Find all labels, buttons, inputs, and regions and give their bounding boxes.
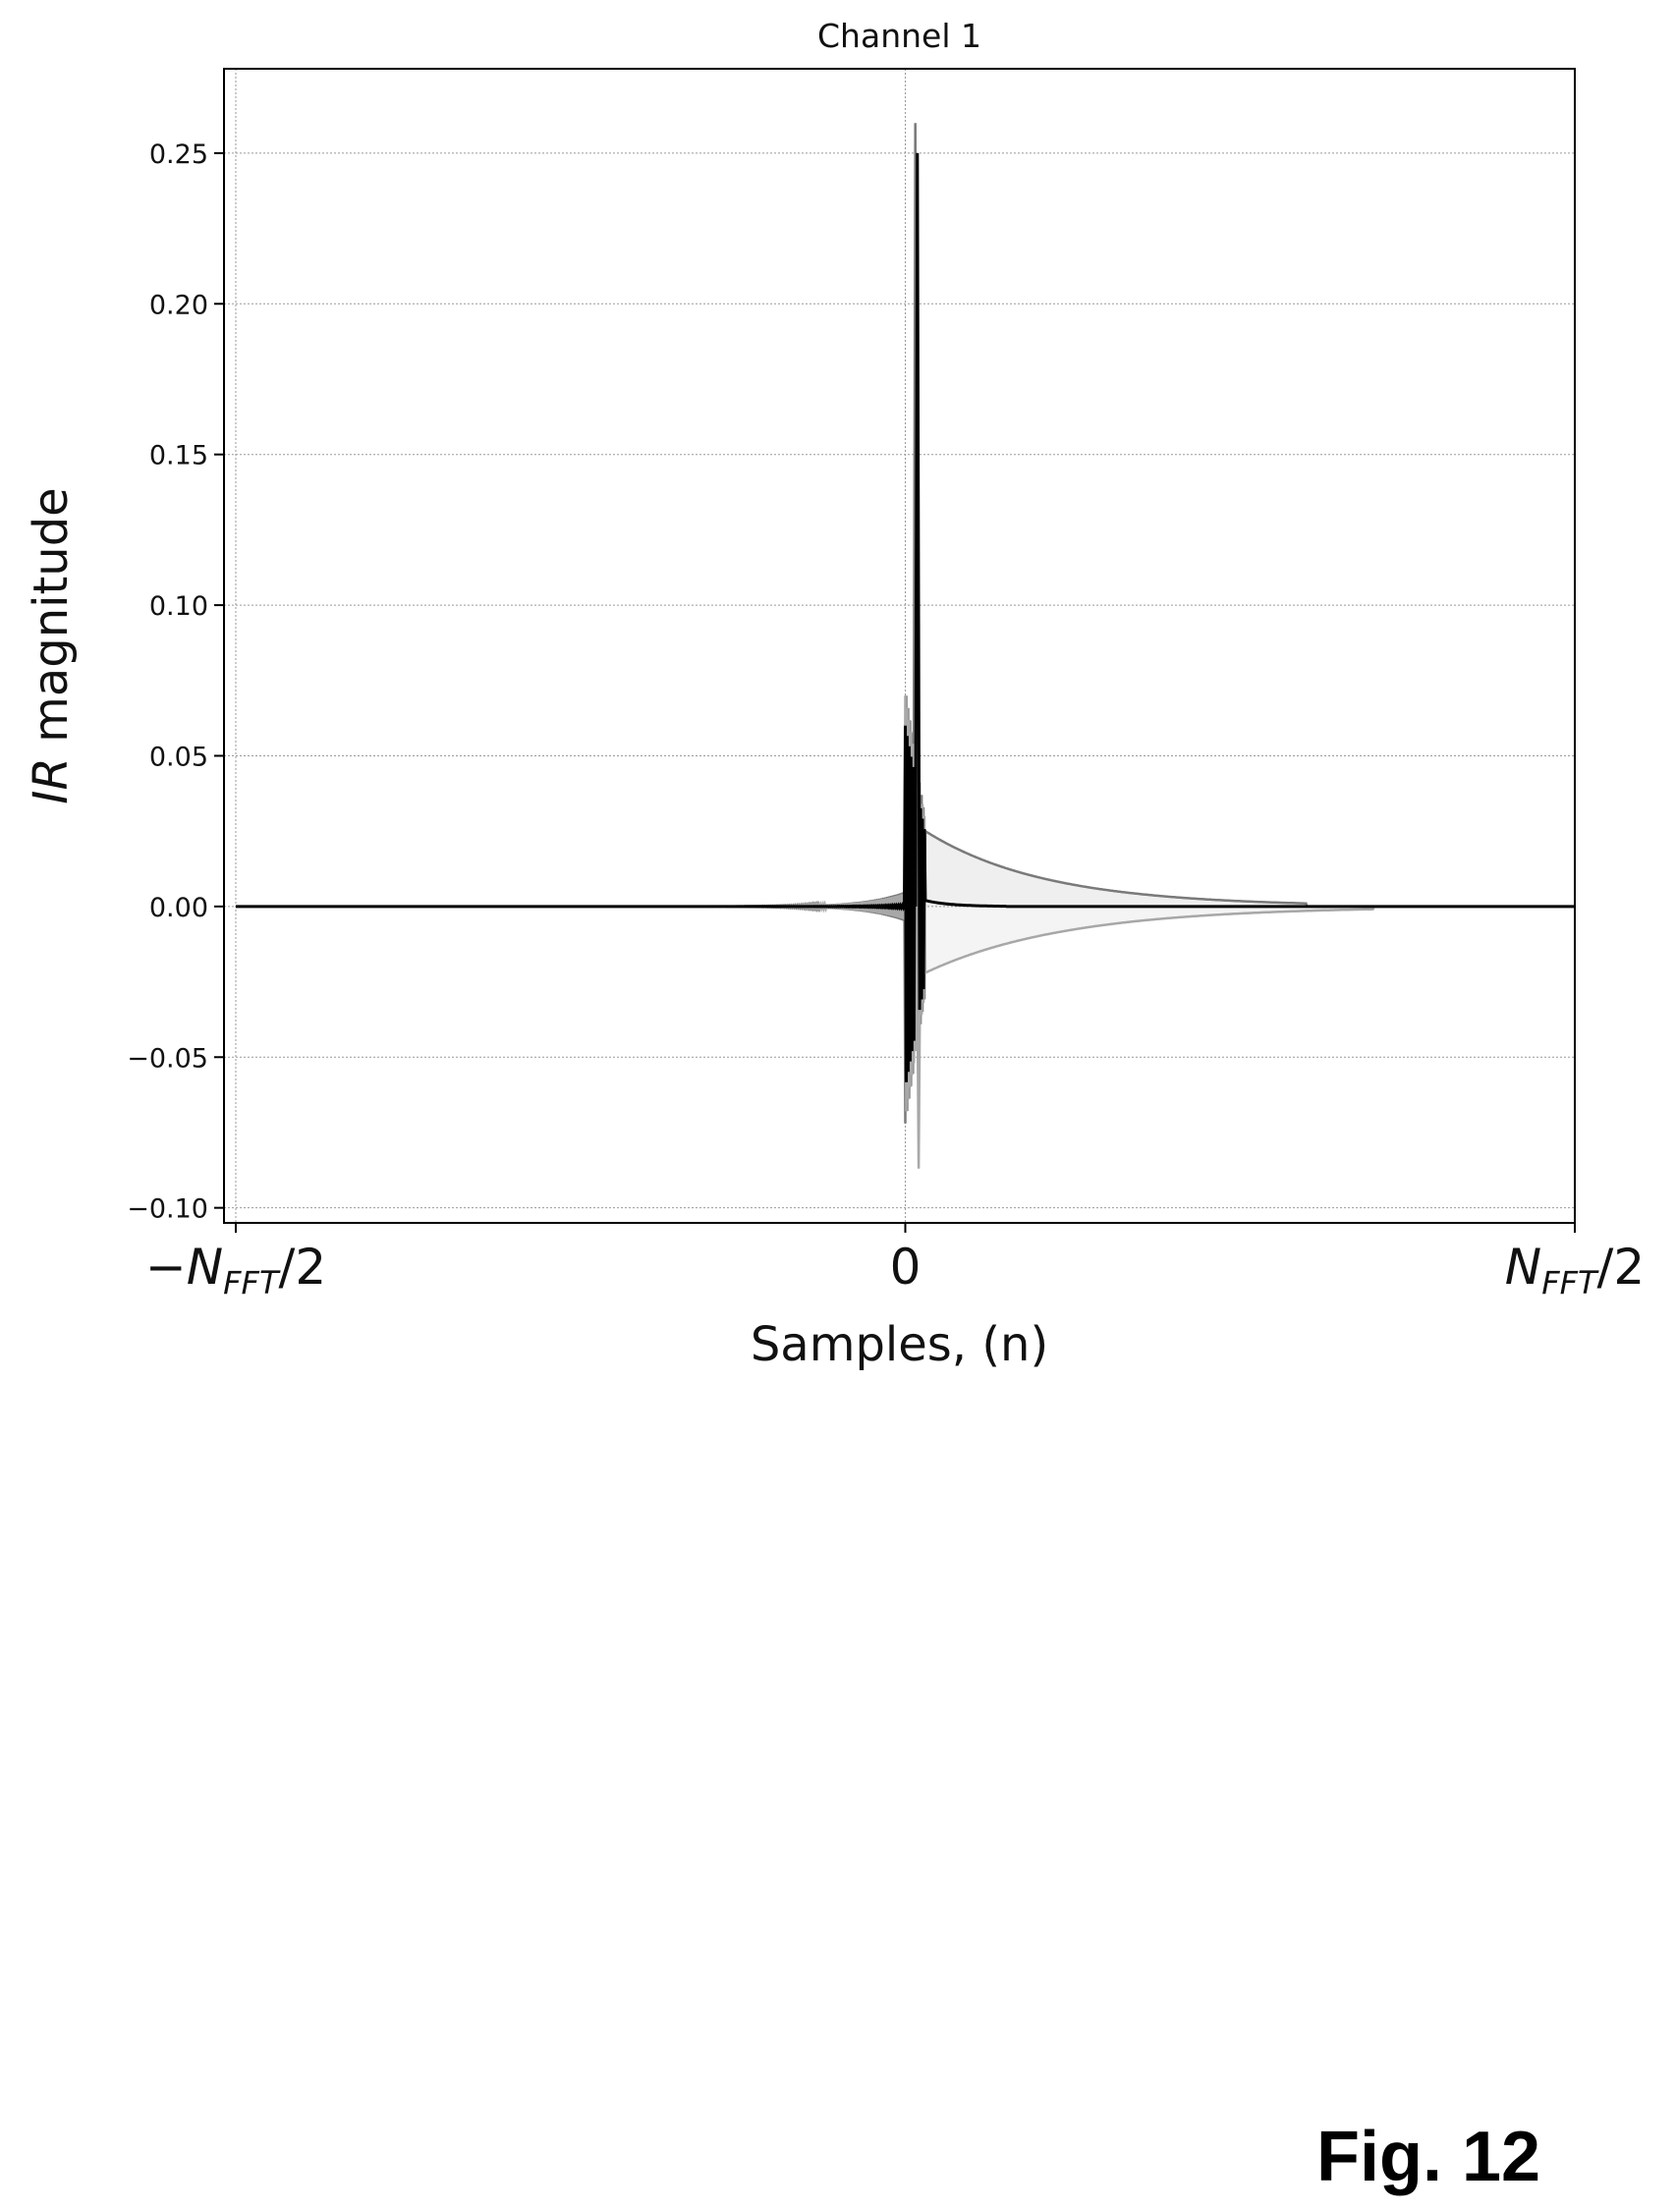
y-tick-label: −0.05 (127, 1043, 208, 1074)
series-envelope (924, 906, 1374, 973)
plot-frame (223, 68, 1576, 1224)
y-tick-label: 0.10 (149, 591, 208, 622)
x-ticks: −NFFT/2 0 NFFT/2 (145, 1223, 1645, 1301)
y-axis-label-rest: magnitude (24, 487, 79, 757)
chart-svg: 0.25 0.20 0.15 0.10 0.05 0.00 −0.05 −0.10 −NFFT… (24, 17, 1645, 1372)
series-layer (236, 123, 1575, 1169)
x-axis-label: Samples, (n) (751, 1317, 1048, 1372)
y-ticks: 0.25 0.20 0.15 0.10 0.05 0.00 −0.05 −0.10 (127, 139, 224, 1225)
x-tick-label: 0 (890, 1239, 922, 1296)
y-tick-label: 0.15 (149, 441, 208, 471)
grid-layer (224, 69, 1576, 1223)
y-tick-label: 0.25 (149, 139, 208, 170)
y-axis-label-italic: IR (24, 757, 79, 804)
series-envelope (924, 831, 1308, 907)
y-tick-label: 0.00 (149, 893, 208, 923)
y-tick-label: 0.05 (149, 742, 208, 772)
chart-figure: 0.25 0.20 0.15 0.10 0.05 0.00 −0.05 −0.10 −NFFT… (24, 17, 1645, 1372)
y-axis-label: IR magnitude (24, 487, 79, 803)
series-line (236, 152, 1575, 1082)
x-tick-label: NFFT/2 (1505, 1239, 1645, 1301)
figure-label: Fig. 12 (1316, 2118, 1541, 2196)
x-tick-label: −NFFT/2 (145, 1239, 326, 1301)
chart-title: Channel 1 (817, 17, 981, 55)
y-tick-label: −0.10 (127, 1194, 208, 1225)
y-tick-label: 0.20 (149, 290, 208, 320)
